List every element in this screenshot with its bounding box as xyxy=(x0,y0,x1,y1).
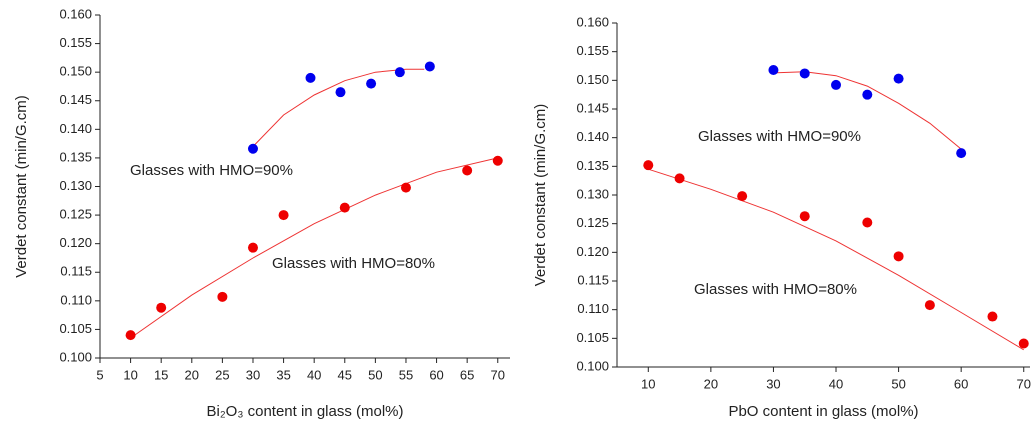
data-point xyxy=(400,182,411,193)
y-tick-label: 0.105 xyxy=(576,330,609,345)
y-tick-label: 0.100 xyxy=(576,358,609,373)
data-point xyxy=(424,61,435,72)
data-point xyxy=(799,68,810,79)
data-point xyxy=(339,202,350,213)
data-point xyxy=(768,65,779,76)
data-point xyxy=(831,79,842,90)
y-tick-label: 0.130 xyxy=(59,178,92,193)
x-tick-label: 10 xyxy=(123,367,137,382)
data-point xyxy=(643,160,654,171)
x-tick-label: 25 xyxy=(215,367,229,382)
y-axis-title: Verdet constant (min/G.cm) xyxy=(532,104,549,287)
y-tick-label: 0.145 xyxy=(59,92,92,107)
data-point xyxy=(862,217,873,228)
data-point xyxy=(893,73,904,84)
x-tick-label: 50 xyxy=(368,367,382,382)
data-point xyxy=(956,148,967,159)
data-point xyxy=(394,67,405,78)
x-tick-label: 20 xyxy=(185,367,199,382)
x-tick-label: 5 xyxy=(96,367,103,382)
annotation: Glasses with HMO=90% xyxy=(698,128,861,145)
data-point xyxy=(1018,338,1029,349)
y-axis-title: Verdet constant (min/G.cm) xyxy=(13,95,30,278)
data-point xyxy=(305,72,316,83)
y-tick-label: 0.120 xyxy=(59,235,92,250)
x-tick-label: 45 xyxy=(338,367,352,382)
fit-curve xyxy=(252,68,425,147)
data-point xyxy=(462,165,473,176)
data-point xyxy=(893,251,904,262)
y-tick-label: 0.100 xyxy=(59,349,92,364)
fit-curve xyxy=(130,157,498,339)
y-tick-label: 0.125 xyxy=(576,215,609,230)
x-tick-label: 40 xyxy=(307,367,321,382)
y-tick-label: 0.155 xyxy=(59,35,92,50)
y-tick-label: 0.125 xyxy=(59,207,92,222)
data-point xyxy=(674,173,685,184)
x-tick-label: 30 xyxy=(246,367,260,382)
annotation: Glasses with HMO=90% xyxy=(130,162,293,179)
x-tick-label: 35 xyxy=(276,367,290,382)
y-tick-label: 0.140 xyxy=(576,129,609,144)
x-tick-label: 70 xyxy=(491,367,505,382)
data-point xyxy=(366,78,377,89)
annotation: Glasses with HMO=80% xyxy=(694,281,857,298)
x-tick-label: 60 xyxy=(429,367,443,382)
data-point xyxy=(247,242,258,253)
x-tick-label: 65 xyxy=(460,367,474,382)
data-point xyxy=(924,300,935,311)
y-tick-label: 0.135 xyxy=(59,149,92,164)
y-tick-label: 0.160 xyxy=(576,14,609,29)
x-tick-label: 55 xyxy=(399,367,413,382)
data-point xyxy=(125,330,136,341)
x-tick-label: 50 xyxy=(891,376,905,391)
data-point xyxy=(278,210,289,221)
data-point xyxy=(247,143,258,154)
y-tick-label: 0.105 xyxy=(59,321,92,336)
y-tick-label: 0.130 xyxy=(576,186,609,201)
x-tick-label: 30 xyxy=(766,376,780,391)
x-axis-title: Bi₂O₃ content in glass (mol%) xyxy=(207,403,404,420)
y-tick-label: 0.110 xyxy=(577,301,609,316)
data-point xyxy=(217,291,228,302)
x-tick-label: 20 xyxy=(704,376,718,391)
data-point xyxy=(799,211,810,222)
data-point xyxy=(862,89,873,100)
x-tick-label: 15 xyxy=(154,367,168,382)
y-tick-label: 0.145 xyxy=(576,100,609,115)
y-tick-label: 0.140 xyxy=(59,121,92,136)
data-point xyxy=(335,87,346,98)
data-point xyxy=(987,311,998,322)
x-tick-label: 70 xyxy=(1017,376,1031,391)
y-tick-label: 0.160 xyxy=(59,6,92,21)
y-tick-label: 0.115 xyxy=(60,264,92,279)
annotation: Glasses with HMO=80% xyxy=(272,255,435,272)
y-tick-label: 0.135 xyxy=(576,158,609,173)
x-tick-label: 10 xyxy=(641,376,655,391)
y-tick-label: 0.115 xyxy=(577,272,609,287)
y-tick-label: 0.150 xyxy=(59,64,92,79)
x-axis-title: PbO content in glass (mol%) xyxy=(728,403,918,420)
y-tick-label: 0.150 xyxy=(576,72,609,87)
data-point xyxy=(492,155,503,166)
fit-curve xyxy=(648,168,1024,351)
data-point xyxy=(737,191,748,202)
y-tick-label: 0.155 xyxy=(576,43,609,58)
data-point xyxy=(156,302,167,313)
x-tick-label: 40 xyxy=(829,376,843,391)
x-tick-label: 60 xyxy=(954,376,968,391)
y-tick-label: 0.120 xyxy=(576,244,609,259)
y-tick-label: 0.110 xyxy=(60,292,92,307)
